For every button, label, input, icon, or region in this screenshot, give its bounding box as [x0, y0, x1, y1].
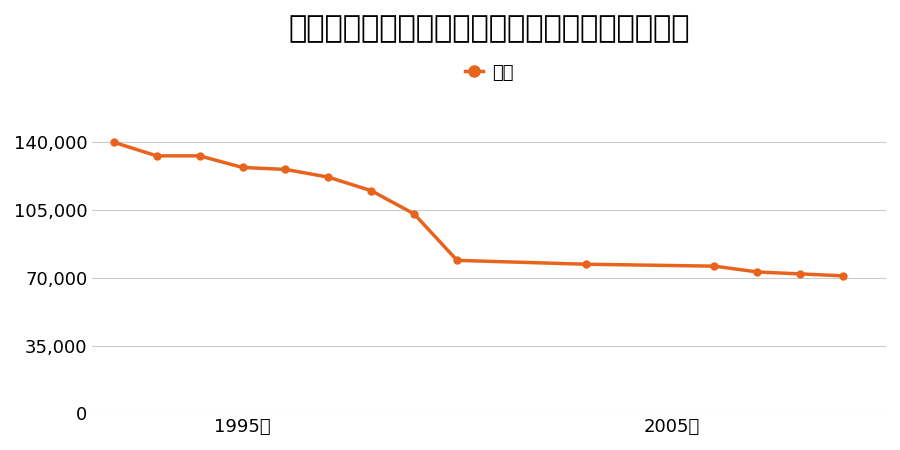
価格: [709, 263, 720, 269]
価格: [452, 258, 463, 263]
Title: 奈良県大和郡山市小南町４８８番８８の地価推移: 奈良県大和郡山市小南町４８８番８８の地価推移: [289, 14, 690, 43]
価格: [323, 175, 334, 180]
価格: [838, 273, 849, 279]
価格: [194, 153, 205, 158]
価格: [237, 165, 248, 170]
価格: [108, 140, 119, 145]
価格: [280, 166, 291, 172]
価格: [580, 261, 591, 267]
価格: [366, 188, 377, 194]
Line: 価格: 価格: [111, 139, 847, 279]
価格: [409, 211, 419, 216]
Legend: 価格: 価格: [458, 56, 521, 89]
価格: [795, 271, 806, 277]
価格: [151, 153, 162, 158]
価格: [752, 269, 763, 274]
